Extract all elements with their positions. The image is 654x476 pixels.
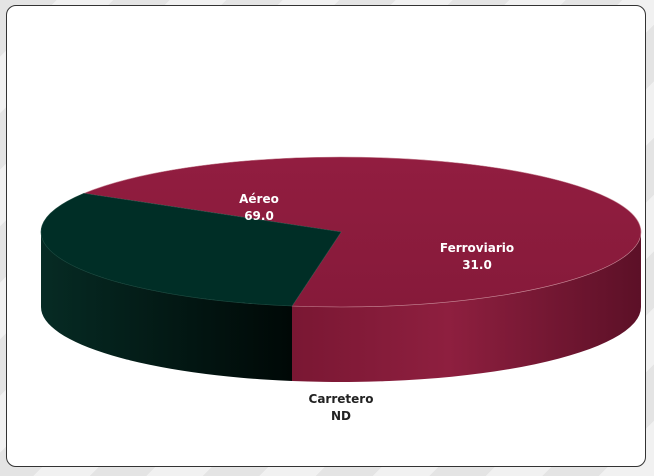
slice-label-carretero: Carretero bbox=[309, 392, 374, 406]
slice-value-aereo: 69.0 bbox=[244, 209, 274, 223]
slice-label-aereo: Aéreo bbox=[239, 192, 279, 206]
slice-value-ferroviario: 31.0 bbox=[462, 258, 492, 272]
chart-frame: Aéreo 69.0 Ferroviario 31.0 Carretero ND bbox=[6, 5, 646, 467]
slice-label-ferroviario: Ferroviario bbox=[440, 241, 514, 255]
slice-value-carretero: ND bbox=[331, 409, 351, 423]
pie-chart: Aéreo 69.0 Ferroviario 31.0 Carretero ND bbox=[7, 6, 646, 467]
